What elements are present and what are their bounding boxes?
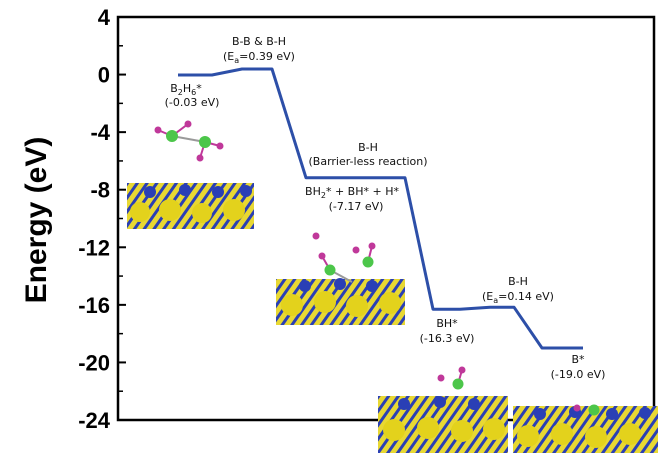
- y-tick-label-1: 0: [98, 63, 110, 88]
- value-b2h6: (-0.03 eV): [165, 96, 220, 109]
- label-ts2: B-H: [508, 275, 528, 288]
- value-ts1: (Ea=0.39 eV): [223, 50, 295, 65]
- label-b2h6: B2H6*: [170, 82, 202, 97]
- label-ts1: B-B & B-H: [232, 35, 286, 48]
- y-tick-label-6: -20: [78, 350, 110, 375]
- value-ts2: (Ea=0.14 eV): [482, 290, 554, 305]
- structure-b2h6-illustration: [127, 120, 254, 229]
- label-b: B*: [571, 353, 585, 366]
- value-b: (-19.0 eV): [551, 368, 606, 381]
- structure-b-illustration: [513, 404, 658, 453]
- note-step2: (Barrier-less reaction): [308, 155, 427, 168]
- y-tick-label-7: -24: [78, 408, 111, 433]
- structure-bh-illustration: [378, 366, 508, 453]
- y-tick-label-3: -8: [90, 178, 110, 203]
- structure-bh2-bh-h-illustration: [276, 232, 405, 325]
- y-axis: 4 0 -4 -8 -12 -16 -20 -24: [78, 5, 126, 433]
- y-axis-label: Energy (eV): [20, 137, 53, 304]
- label-step2: B-H: [358, 141, 378, 154]
- y-tick-label-4: -12: [78, 235, 110, 260]
- y-tick-label-0: 4: [98, 5, 111, 30]
- label-bh2-bh-h: BH2* + BH* + H*: [305, 185, 399, 200]
- label-bh: BH*: [436, 317, 458, 330]
- y-tick-label-2: -4: [90, 120, 110, 145]
- energy-profile-line: [178, 67, 583, 350]
- value-bh: (-16.3 eV): [420, 332, 475, 345]
- value-bh2-bh-h: (-7.17 eV): [329, 200, 384, 213]
- y-tick-label-5: -16: [78, 293, 110, 318]
